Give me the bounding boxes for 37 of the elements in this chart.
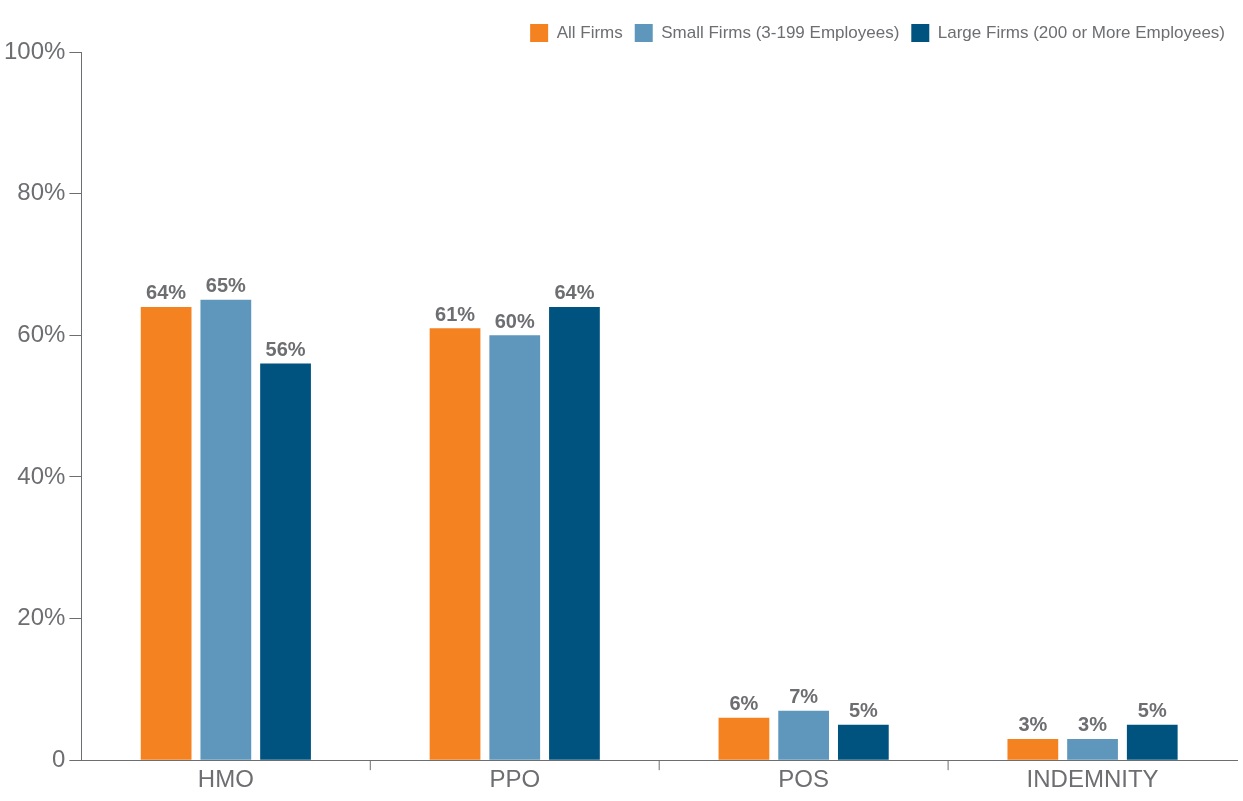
- y-tick-label: 60%: [17, 319, 66, 347]
- data-label: 6%: [729, 692, 759, 715]
- x-tick-label: INDEMNITY: [1026, 765, 1159, 793]
- bar: [549, 306, 600, 760]
- legend-label: Large Firms (200 or More Employees): [937, 22, 1226, 42]
- data-label: 56%: [265, 338, 306, 361]
- bar: [429, 328, 481, 760]
- data-label: 5%: [848, 699, 879, 722]
- legend-label: All Firms: [556, 22, 623, 42]
- data-label: 61%: [435, 302, 476, 325]
- x-tick-label: PPO: [489, 765, 541, 793]
- y-tick-label: 40%: [17, 461, 66, 489]
- bar: [140, 306, 192, 760]
- y-tick-label: 80%: [17, 178, 66, 206]
- x-tick-label: POS: [778, 765, 829, 793]
- bar: [260, 363, 311, 760]
- data-label: 3%: [1078, 713, 1108, 736]
- bar: [1067, 738, 1118, 760]
- bar: [778, 710, 830, 760]
- y-tick-label: 20%: [17, 603, 66, 631]
- data-label: 5%: [1137, 699, 1167, 722]
- data-label: 64%: [554, 281, 595, 304]
- data-label: 65%: [205, 274, 247, 297]
- y-tick-label: 100%: [3, 36, 66, 64]
- bar: [200, 299, 252, 760]
- bar: [718, 717, 770, 760]
- bar: [1126, 724, 1178, 760]
- bar: [489, 335, 541, 760]
- bar: [837, 724, 889, 760]
- data-label: 3%: [1018, 713, 1048, 736]
- legend-label: Small Firms (3-199 Employees): [661, 22, 900, 42]
- data-label: 7%: [789, 685, 819, 708]
- data-label: 64%: [146, 281, 187, 304]
- y-tick-label: 0: [52, 744, 66, 772]
- x-tick-label: HMO: [197, 765, 254, 793]
- data-label: 60%: [494, 309, 535, 332]
- bar: [1007, 738, 1059, 760]
